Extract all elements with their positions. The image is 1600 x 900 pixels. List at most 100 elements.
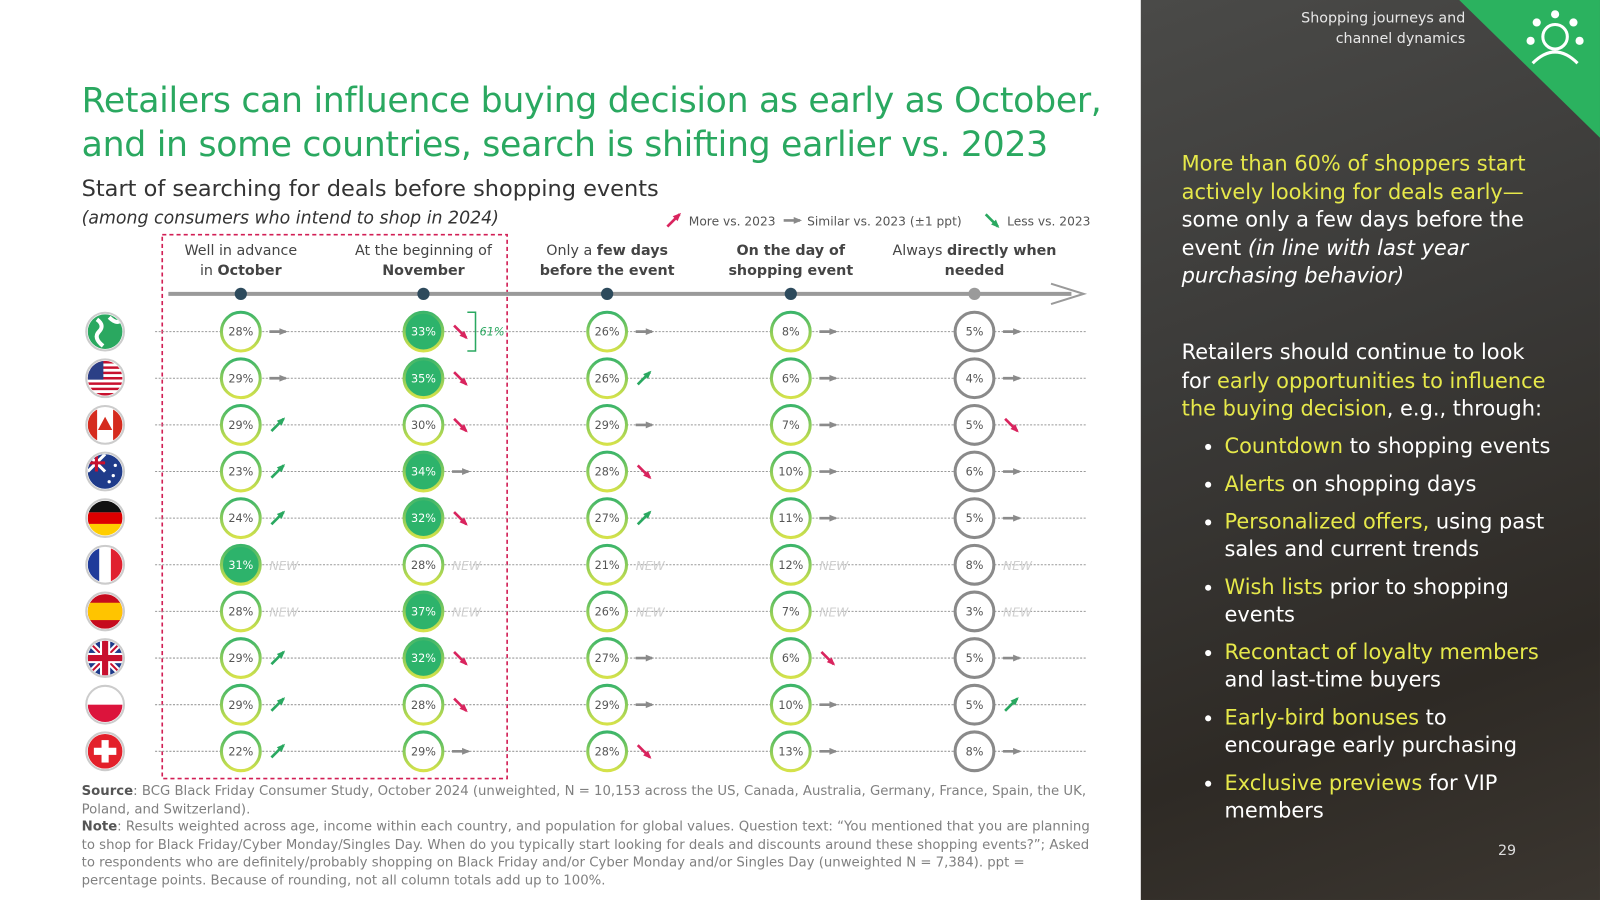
- cell-value: 23%: [228, 466, 253, 479]
- cell-circle: [769, 730, 812, 773]
- flag-part: [87, 523, 123, 536]
- legend-arrow: [984, 213, 1000, 228]
- arrow-head: [826, 657, 836, 666]
- cell-circle: [586, 310, 629, 353]
- cell-circle: [586, 543, 629, 586]
- arrow-head: [643, 750, 652, 759]
- cell-circle: [219, 497, 262, 540]
- trend-arrow: [1003, 374, 1022, 382]
- flag-ring: [85, 684, 125, 725]
- deal-search-grid: More vs. 2023 Similar vs. 2023 (±1 ppt) Le…: [85, 212, 1090, 780]
- flag: [87, 407, 123, 443]
- cell-circle: [402, 403, 445, 446]
- arrow-head: [643, 470, 652, 480]
- bullet-highlight: Alerts: [1224, 471, 1286, 496]
- cell-circle: [219, 637, 262, 679]
- trend-label: NEW: [269, 606, 299, 620]
- flag-part: [87, 602, 123, 621]
- arrow-head: [829, 514, 838, 522]
- cell-circle: [219, 730, 262, 773]
- trend-arrow: [819, 701, 838, 709]
- flag-part: [93, 747, 117, 755]
- cell-circle: [586, 357, 629, 400]
- trend-arrow: [819, 421, 838, 429]
- arrow-head: [829, 328, 838, 336]
- arrow-head: [643, 510, 652, 519]
- flag-part: [87, 454, 106, 472]
- flag-part: [87, 371, 123, 375]
- cell-circle: [219, 357, 262, 400]
- flag-part: [110, 547, 123, 583]
- cell-circle: [586, 730, 629, 773]
- arrow-head: [1010, 424, 1019, 433]
- cell-value: 4%: [966, 372, 984, 385]
- flag-ring: [85, 404, 125, 445]
- arrow-head: [1013, 468, 1022, 475]
- cell-value: 29%: [411, 745, 436, 758]
- bullet-highlight: Personalized offers,: [1224, 509, 1430, 534]
- arrow-head: [672, 212, 682, 222]
- cell-value: 6%: [782, 372, 800, 385]
- flag-part: [87, 500, 123, 513]
- flag-part: [87, 368, 123, 372]
- cell-circle: [769, 637, 812, 679]
- trend-arrow: [820, 650, 836, 666]
- bullet-text: and last-time buyers: [1224, 667, 1441, 692]
- cell-value: 3%: [966, 606, 984, 619]
- cell-value: 13%: [778, 745, 803, 758]
- bullet: Personalized offers, using past sales an…: [1224, 508, 1559, 563]
- cell-value: 29%: [228, 652, 253, 665]
- cell-value: 7%: [782, 606, 800, 619]
- trend-arrow: [453, 697, 468, 713]
- trend-arrow: [636, 744, 652, 759]
- column-header: At the beginning of: [355, 243, 493, 259]
- trend-arrow: [1003, 328, 1022, 336]
- trend-arrow: [1003, 654, 1022, 662]
- cell-value: 32%: [411, 652, 436, 665]
- bullet: Recontact of loyalty members and last-ti…: [1224, 639, 1559, 694]
- cell-value: 26%: [595, 372, 620, 385]
- panel-text-part: Retailers should continue to look for: [1181, 339, 1525, 393]
- bullet-highlight: Recontact of loyalty members: [1224, 639, 1539, 665]
- column-header-part: On the day of: [737, 243, 846, 259]
- flag: [87, 594, 123, 629]
- trend-arrow: [270, 510, 286, 526]
- flag-part: [113, 463, 117, 468]
- timeline-dot: [968, 287, 981, 300]
- column-header-part: directly when: [947, 243, 1056, 259]
- bullet: Wish lists prior to shopping events: [1224, 573, 1559, 628]
- cell-circle: [953, 543, 996, 586]
- title: Retailers can influence buying decision …: [82, 80, 1102, 168]
- bullet: Exclusive previews for VIP members: [1224, 769, 1559, 824]
- bracket-label: 61%: [480, 326, 505, 339]
- cell-circle: [953, 590, 996, 633]
- flag-part: [111, 473, 115, 478]
- cell-value: 5%: [966, 512, 984, 525]
- cell-circle: [953, 637, 996, 679]
- legend-label: Less vs. 2023: [1007, 215, 1090, 229]
- column-header-part: November: [382, 263, 465, 279]
- trend-arrow: [453, 417, 468, 433]
- flag: [87, 500, 123, 536]
- cell-value: 6%: [966, 466, 984, 479]
- trend-arrow: [819, 468, 838, 475]
- trend-label: NEW: [636, 559, 666, 573]
- cell-value: 28%: [411, 699, 436, 712]
- trend-arrow: [1003, 514, 1022, 522]
- arrow-head: [1013, 654, 1022, 662]
- cell-circle: [219, 403, 262, 446]
- cell-circle: [219, 450, 262, 493]
- arrow-head: [462, 747, 471, 755]
- cell-circle: [402, 730, 445, 773]
- cell-circle: [402, 590, 445, 633]
- trend-arrow: [270, 650, 286, 666]
- arrow-head: [829, 421, 838, 429]
- arrow-head: [459, 517, 468, 526]
- panel-text-part: , e.g., through:: [1386, 395, 1543, 421]
- arrow-head: [459, 330, 468, 340]
- flag-ring: [85, 498, 125, 539]
- flag-part: [102, 640, 109, 676]
- flag-part: [113, 407, 123, 443]
- timeline-dot: [234, 287, 247, 300]
- flag: [87, 314, 123, 349]
